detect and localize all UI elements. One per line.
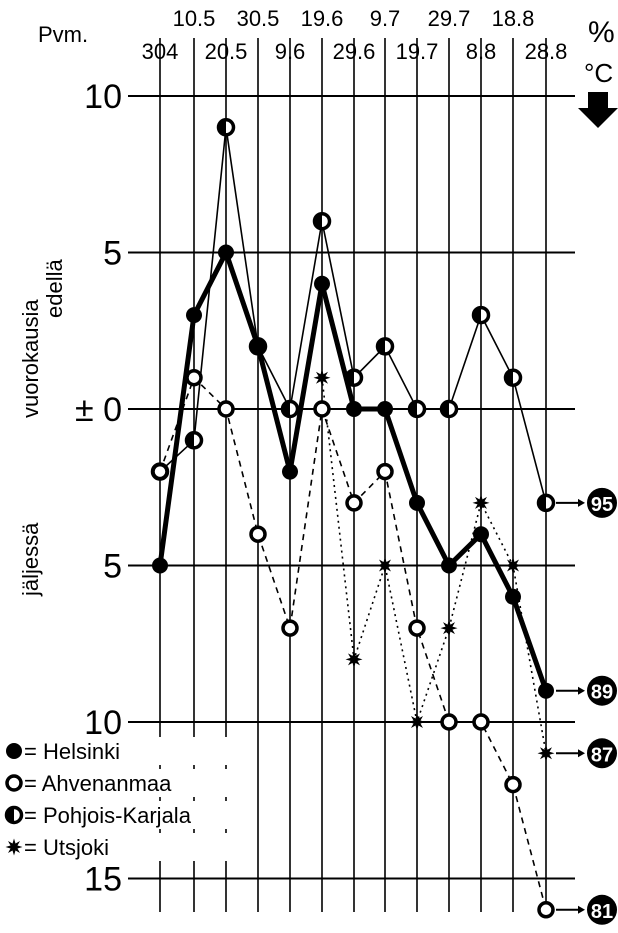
date-bottom-label: 8.8 [466, 39, 497, 64]
legend-symbol [5, 838, 23, 856]
marker-ahvenanmaa [185, 368, 203, 387]
marker-ahvenanmaa [537, 901, 555, 919]
date-bottom-label: 29.6 [333, 39, 376, 64]
legend-item: = Ahvenanmaa [2, 769, 256, 797]
end-value-badge-text: 95 [591, 494, 613, 516]
y-tick-label: 10 [84, 704, 122, 742]
marker-helsinki [314, 275, 330, 292]
end-value-badge: 87 [556, 738, 617, 769]
marker-ahvenanmaa [217, 400, 235, 418]
marker-pohjois_karjala [344, 368, 364, 387]
marker-helsinki [538, 682, 554, 699]
legend-symbol [6, 743, 22, 759]
marker-helsinki [282, 463, 298, 480]
legend-label: = Helsinki [24, 739, 120, 764]
end-value-badge: 81 [556, 894, 617, 925]
marker-pohjois_karjala [216, 118, 236, 137]
marker-helsinki [473, 526, 489, 543]
marker-pohjois_karjala [280, 399, 300, 419]
date-top-label: 9.7 [370, 6, 401, 31]
marker-utsjoki [440, 619, 458, 637]
marker-helsinki [186, 307, 202, 324]
marker-utsjoki [537, 744, 555, 762]
date-bottom-label: 19.7 [396, 39, 439, 64]
marker-utsjoki [408, 713, 426, 731]
end-value-badge-text: 89 [591, 682, 613, 704]
marker-pohjois_karjala [375, 337, 395, 356]
marker-helsinki [377, 401, 393, 417]
legend-item: = Helsinki [2, 737, 256, 765]
marker-ahvenanmaa [408, 619, 426, 637]
legend-label: = Pohjois-Karjala [24, 803, 192, 828]
y-tick-label: 10 [84, 78, 122, 116]
date-bottom-label: 9.6 [275, 39, 306, 64]
marker-ahvenanmaa [504, 775, 522, 794]
marker-helsinki [441, 557, 457, 574]
marker-utsjoki [472, 494, 490, 512]
y-tick-label: ± 0 [75, 391, 122, 429]
marker-helsinki [409, 494, 425, 511]
y-tick-label: 5 [103, 235, 122, 273]
date-bottom-label: 304 [142, 39, 179, 64]
arrow-down-icon [578, 92, 618, 128]
marker-pohjois_karjala [503, 368, 523, 387]
end-value-badge-text: 81 [591, 901, 613, 923]
end-value-badge: 95 [556, 487, 617, 518]
marker-pohjois_karjala [407, 399, 427, 419]
ylabel-above-1: vuorokausia [18, 299, 43, 418]
header-pvm-label: Pvm. [38, 22, 88, 47]
header-percent-label: % [588, 16, 615, 49]
marker-ahvenanmaa [249, 525, 267, 543]
date-top-label: 10.5 [173, 6, 216, 31]
legend-label: = Utsjoki [24, 835, 109, 860]
date-bottom-label: 28.8 [525, 39, 568, 64]
marker-helsinki [152, 557, 168, 574]
legend-label: = Ahvenanmaa [24, 771, 172, 796]
legend-symbol [5, 774, 23, 792]
marker-helsinki [346, 401, 362, 417]
marker-utsjoki [376, 557, 394, 574]
marker-helsinki [505, 588, 521, 605]
marker-pohjois_karjala [312, 211, 332, 231]
date-top-label: 18.8 [492, 6, 535, 31]
legend-item: = Pohjois-Karjala [2, 801, 256, 829]
date-bottom-label: 20.5 [205, 39, 248, 64]
ylabel-below: jäljessä [18, 522, 43, 597]
marker-helsinki [218, 244, 234, 261]
series-line-utsjoki [321, 377, 547, 754]
ylabel-above-2: edellä [42, 259, 67, 318]
marker-utsjoki [313, 369, 331, 387]
y-tick-label: 5 [103, 548, 122, 586]
marker-utsjoki [504, 557, 522, 574]
series-line-ahvenanmaa [159, 376, 547, 911]
marker-ahvenanmaa [472, 713, 490, 731]
marker-pohjois_karjala [184, 431, 204, 450]
marker-ahvenanmaa [151, 462, 169, 481]
end-value-badge-text: 87 [591, 744, 613, 766]
legend-item: = Utsjoki [2, 833, 256, 861]
marker-ahvenanmaa [345, 494, 363, 512]
marker-utsjoki [345, 650, 363, 668]
marker-ahvenanmaa [376, 462, 394, 481]
y-tick-label: 15 [84, 861, 122, 899]
date-top-label: 30.5 [237, 6, 280, 31]
marker-ahvenanmaa [313, 400, 331, 418]
date-top-label: 19.6 [301, 6, 344, 31]
legend-symbol [4, 805, 24, 825]
end-value-badge: 89 [556, 675, 617, 706]
marker-pohjois_karjala [471, 305, 491, 325]
marker-ahvenanmaa [281, 619, 299, 637]
header-celsius-label: °C [584, 58, 613, 88]
marker-ahvenanmaa [440, 713, 458, 731]
date-top-label: 29.7 [428, 6, 471, 31]
marker-pohjois_karjala [536, 493, 556, 513]
marker-pohjois_karjala [439, 399, 459, 419]
marker-helsinki [250, 338, 266, 355]
